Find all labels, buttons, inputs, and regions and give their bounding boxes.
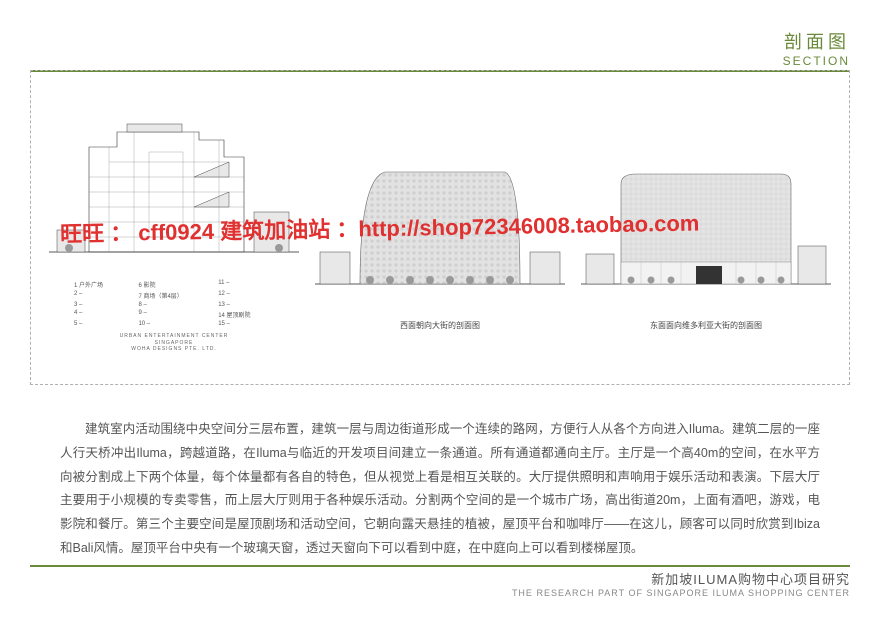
legend-item: 8 – xyxy=(138,302,206,308)
footer: 新加坡ILUMA购物中心项目研究 THE RESEARCH PART OF SI… xyxy=(30,565,850,598)
page-root: 剖面图 SECTION xyxy=(0,0,880,622)
elevation-east-svg xyxy=(581,124,831,314)
legend-item: 6 影院 xyxy=(138,280,206,289)
legend-item: 14 屋顶剧院 xyxy=(218,310,274,319)
project-title-block: URBAN ENTERTAINMENT CENTER SINGAPORE WOH… xyxy=(120,333,229,353)
elevation-west-caption: 西面朝向大街的剖面图 xyxy=(400,320,480,331)
legend-item: 13 – xyxy=(218,302,274,308)
drawings-container: 1 户外广场 6 影院 11 – 2 – 7 商场（第4层） 12 – 3 – … xyxy=(30,70,850,385)
footer-title-cn: 新加坡ILUMA购物中心项目研究 xyxy=(30,569,850,588)
section-svg xyxy=(49,102,299,272)
section-legend: 1 户外广场 6 影院 11 – 2 – 7 商场（第4层） 12 – 3 – … xyxy=(74,280,274,327)
legend-item: 10 – xyxy=(138,321,206,327)
drawing-section-cut: 1 户外广场 6 影院 11 – 2 – 7 商场（第4层） 12 – 3 – … xyxy=(49,102,299,353)
header-title-en: SECTION xyxy=(30,54,850,68)
drawing-elevation-east: 东面面向维多利亚大街的剖面图 xyxy=(581,124,831,331)
elevation-east-caption: 东面面向维多利亚大街的剖面图 xyxy=(650,320,762,331)
legend-item: 2 – xyxy=(74,291,126,300)
drawing-elevation-west: 西面朝向大街的剖面图 xyxy=(315,124,565,331)
project-line: WOHA DESIGNS PTE. LTD. xyxy=(120,346,229,353)
legend-item: 5 – xyxy=(74,321,126,327)
legend-item: 9 – xyxy=(138,310,206,319)
legend-item: 7 商场（第4层） xyxy=(138,291,206,300)
legend-item: 3 – xyxy=(74,302,126,308)
legend-item: 4 – xyxy=(74,310,126,319)
legend-item: 15 – xyxy=(218,321,274,327)
header-title-cn: 剖面图 xyxy=(30,28,850,54)
elevation-west-svg xyxy=(315,124,565,314)
legend-item: 11 – xyxy=(218,280,274,289)
body-paragraph: 建筑室内活动围绕中央空间分三层布置，建筑一层与周边街道形成一个连续的路网，方便行… xyxy=(60,418,820,561)
header: 剖面图 SECTION xyxy=(30,28,850,72)
project-line: URBAN ENTERTAINMENT CENTER xyxy=(120,333,229,340)
legend-item: 12 – xyxy=(218,291,274,300)
legend-item: 1 户外广场 xyxy=(74,280,126,289)
footer-title-en: THE RESEARCH PART OF SINGAPORE ILUMA SHO… xyxy=(30,588,850,598)
